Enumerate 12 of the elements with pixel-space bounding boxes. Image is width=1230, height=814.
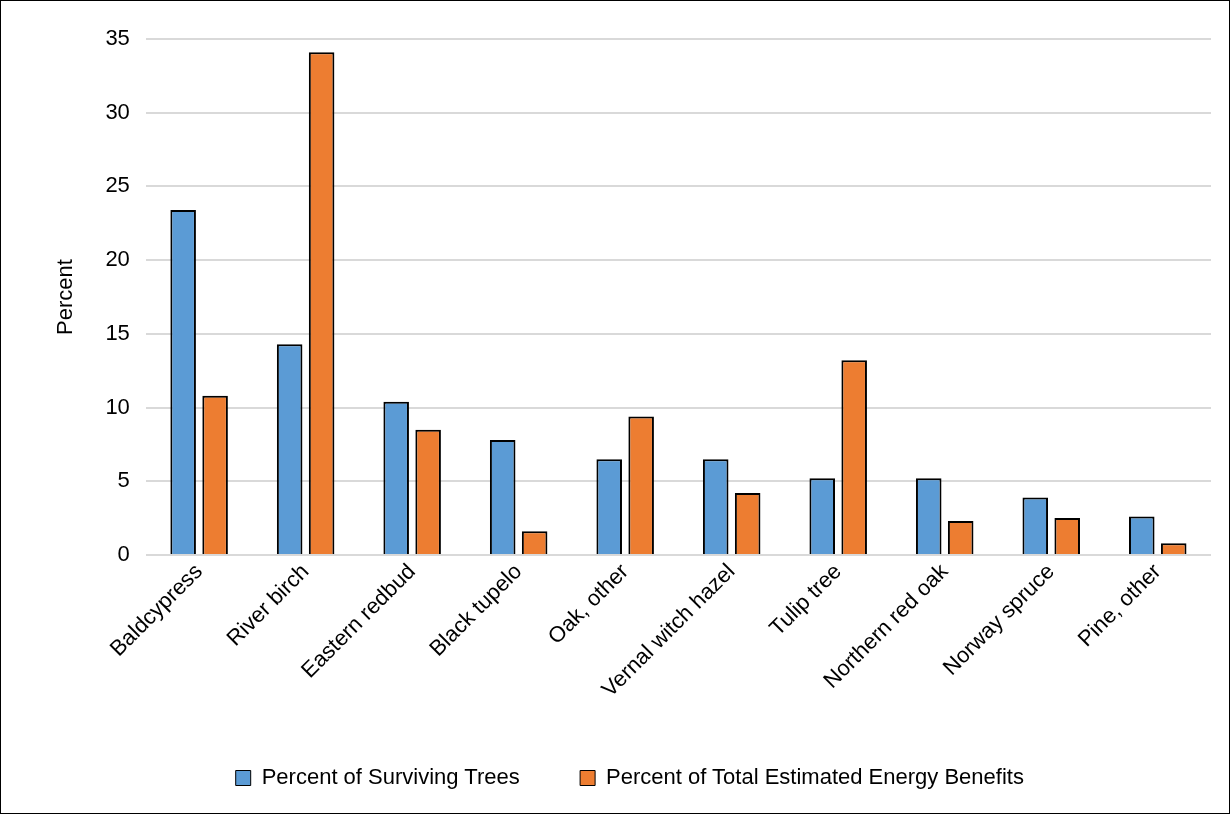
y-tick-label: 25 xyxy=(105,172,130,198)
y-tick-label: 0 xyxy=(117,541,130,567)
x-tick-label: Tulip tree xyxy=(764,558,847,641)
y-axis-title: Percent xyxy=(52,259,78,335)
y-tick-label: 35 xyxy=(105,25,130,51)
legend-label: Percent of Total Estimated Energy Benefits xyxy=(606,764,1024,790)
y-tick-label: 15 xyxy=(105,319,130,345)
y-tick-label: 5 xyxy=(117,467,130,493)
y-tick-label: 20 xyxy=(105,246,130,272)
y-tick-label: 30 xyxy=(105,98,130,124)
legend-label: Percent of Surviving Trees xyxy=(261,764,520,790)
y-tick-label: 10 xyxy=(105,393,130,419)
